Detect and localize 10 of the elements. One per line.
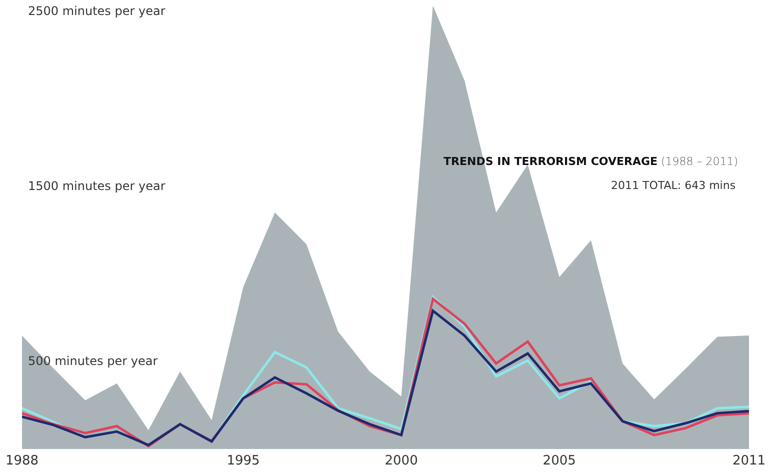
x-tick-label: 2000 <box>384 454 418 469</box>
text: TRENDS IN TERRORISM COVERAGE <box>444 155 658 168</box>
y-tick-label: 2500 minutes per year <box>28 4 166 18</box>
x-tick-label: 1995 <box>226 454 260 469</box>
x-tick-label: 2011 <box>732 454 766 469</box>
annotation: 2011 TOTAL: 643 mins <box>611 179 736 192</box>
x-tick-label: 1988 <box>5 454 39 469</box>
text: (1988 – 2011) <box>661 155 738 168</box>
y-tick-label: 1500 minutes per year <box>28 179 166 193</box>
x-tick-label: 2005 <box>542 454 576 469</box>
